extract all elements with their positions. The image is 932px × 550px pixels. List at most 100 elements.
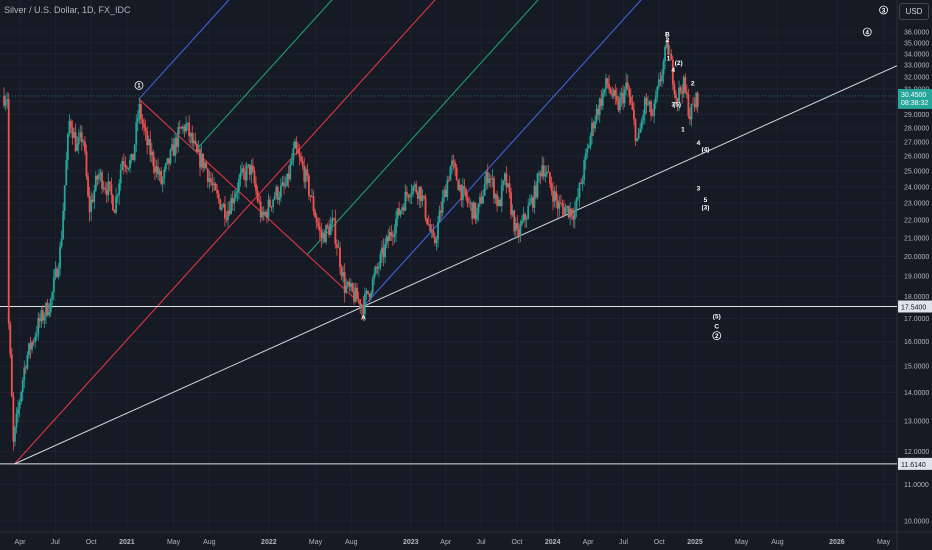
candle-body xyxy=(611,93,614,97)
candle-body xyxy=(390,232,393,236)
pitchfork-handle[interactable] xyxy=(138,98,364,307)
time-tick-label: Aug xyxy=(771,539,784,546)
candle-body xyxy=(381,247,383,254)
candle-body xyxy=(301,161,304,166)
candle-body xyxy=(489,178,492,180)
candle-body xyxy=(252,165,254,172)
candle-body xyxy=(270,206,273,208)
horizontal-levels[interactable] xyxy=(0,305,897,465)
wave-label: B xyxy=(665,31,670,38)
candle-body xyxy=(480,196,483,204)
candle-body xyxy=(556,200,559,209)
candle-body xyxy=(675,94,677,99)
candle-body xyxy=(196,144,198,153)
candle-body xyxy=(650,101,652,116)
candle-body xyxy=(174,138,177,156)
candle-body xyxy=(245,166,248,181)
candle-body xyxy=(17,408,19,414)
candle-body xyxy=(399,210,402,215)
candle-body xyxy=(600,98,603,106)
candle-body xyxy=(598,98,601,115)
candle-body xyxy=(384,243,387,258)
candle-body xyxy=(584,153,587,161)
candle-body xyxy=(690,103,693,120)
candle-body xyxy=(460,184,463,201)
candle-body xyxy=(171,144,173,150)
candle-body xyxy=(673,84,676,95)
candle-body xyxy=(415,184,418,193)
candle-body xyxy=(35,334,38,337)
candle-body xyxy=(314,211,317,218)
candle-body xyxy=(486,172,489,184)
candle-body xyxy=(295,141,298,150)
price-tick-label: 36.0000 xyxy=(904,30,929,37)
candle-body xyxy=(177,126,180,147)
candle-body xyxy=(633,109,635,120)
candle-body xyxy=(365,290,368,294)
candle-body xyxy=(519,224,522,236)
price-tick-label: 33.0000 xyxy=(904,63,929,70)
wave-circle xyxy=(712,331,722,341)
candle-body xyxy=(550,183,553,191)
candle-body xyxy=(398,208,401,215)
candle-body xyxy=(10,354,13,397)
candle-body xyxy=(591,122,593,136)
pitchfork-drawing[interactable] xyxy=(14,0,932,465)
candle-body xyxy=(273,196,276,200)
candle-body xyxy=(66,134,69,161)
candle-body xyxy=(280,185,282,198)
chart-title: Silver / U.S. Dollar, 1D, FX_IDC xyxy=(4,5,131,15)
wave-label: 2 xyxy=(715,333,719,340)
candle-body xyxy=(126,167,128,169)
price-axis[interactable]: 36.000035.000034.000033.000032.000031.00… xyxy=(904,30,929,526)
candle-body xyxy=(138,104,141,119)
time-axis[interactable]: Apr Jul Oct 2021 May Aug 2022 May Aug 2023 Apr Jul O… xyxy=(15,539,891,546)
candle-body xyxy=(351,283,354,291)
pitchfork-lower-tine[interactable] xyxy=(362,0,932,307)
candle-body xyxy=(147,139,150,146)
candle-body xyxy=(186,122,189,124)
candle-body xyxy=(178,126,181,128)
candle-body xyxy=(563,206,565,215)
candle-body xyxy=(267,199,270,218)
candle-body xyxy=(525,218,528,220)
candle-body xyxy=(43,316,46,321)
candle-body xyxy=(80,132,83,143)
candle-body xyxy=(65,160,68,186)
candle-body xyxy=(108,181,111,185)
candle-body xyxy=(485,172,488,185)
candle-body xyxy=(648,101,651,105)
trendline-drawing[interactable] xyxy=(14,65,898,465)
candle-body xyxy=(77,137,80,145)
candle-body xyxy=(87,176,89,197)
candle-body xyxy=(227,210,229,220)
price-tick-label: 26.0000 xyxy=(904,154,929,161)
price-tick-label: 22.0000 xyxy=(904,218,929,225)
candle-body xyxy=(286,173,289,186)
price-tick-label: 34.0000 xyxy=(904,51,929,58)
time-tick-label: May xyxy=(877,539,891,546)
candle-body xyxy=(345,285,348,293)
candle-body xyxy=(475,213,478,220)
candle-body xyxy=(74,132,77,151)
candle-body xyxy=(491,178,494,180)
wave-label: A xyxy=(361,315,366,322)
candle-body xyxy=(668,54,671,55)
candle-body xyxy=(356,287,359,300)
candle-body xyxy=(410,193,413,196)
candle-body xyxy=(140,104,142,120)
candle-body xyxy=(437,222,439,240)
candle-body xyxy=(326,225,329,227)
support-trendline[interactable] xyxy=(14,65,898,465)
candle-body xyxy=(42,310,44,321)
currency-button[interactable]: USD xyxy=(899,3,929,20)
candle-body xyxy=(222,203,225,208)
candle-body xyxy=(155,166,158,173)
candle-body xyxy=(71,127,74,138)
time-tick-label: May xyxy=(735,539,749,546)
candle-body xyxy=(522,213,525,222)
candle-body xyxy=(432,230,435,237)
candle-body xyxy=(665,39,668,48)
